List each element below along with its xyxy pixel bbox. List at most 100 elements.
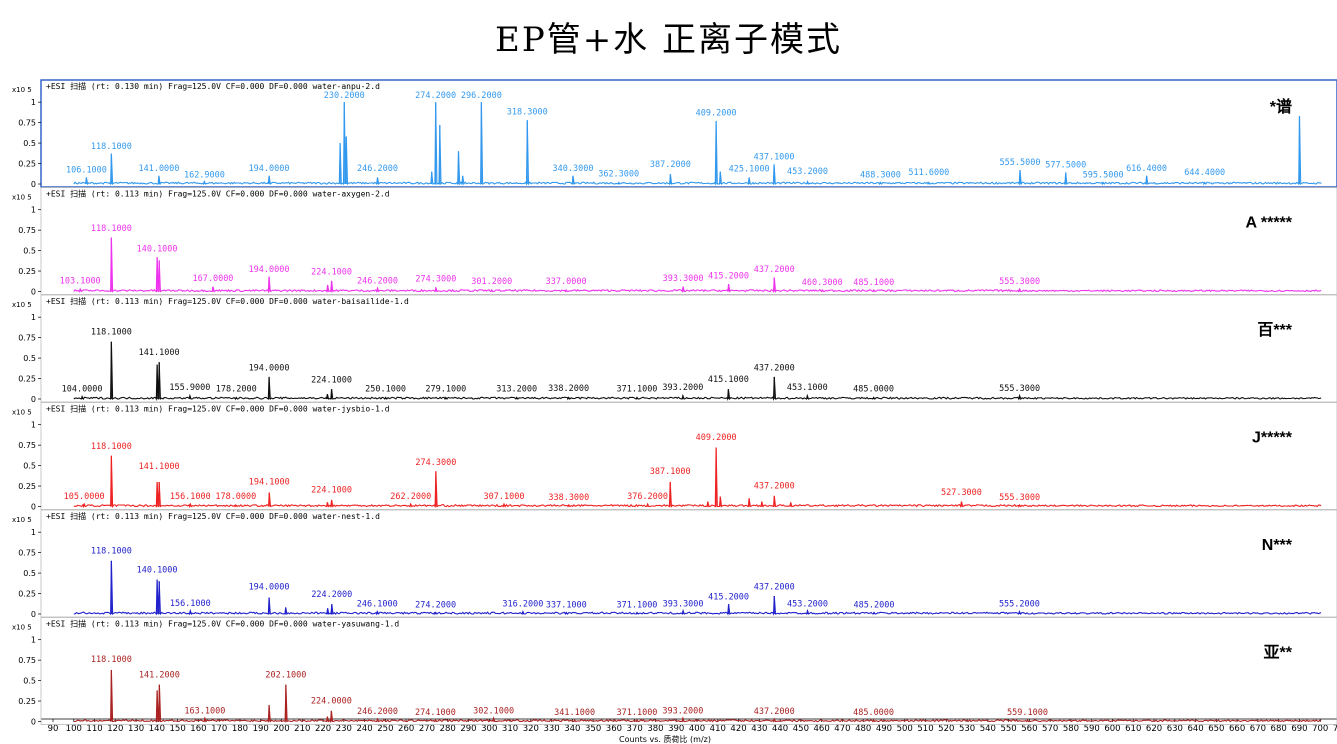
panel-frame bbox=[40, 79, 1337, 188]
peak-label: 415.2000 bbox=[708, 271, 749, 281]
peak-label: 387.2000 bbox=[650, 160, 691, 170]
y-tick-label: 1 bbox=[31, 636, 36, 645]
peak-label: 274.3000 bbox=[415, 275, 456, 285]
peak-label: 307.1000 bbox=[484, 492, 525, 502]
peak-label: 104.0000 bbox=[62, 385, 103, 395]
y-tick-label: 0.75 bbox=[18, 549, 36, 558]
peak-label: 246.1000 bbox=[357, 600, 398, 610]
y-tick-label: 0.5 bbox=[23, 462, 36, 471]
y-tick-label: 0.75 bbox=[18, 656, 36, 665]
x-tick-label: 210 bbox=[294, 724, 310, 734]
peak-label: 485.1000 bbox=[853, 278, 894, 288]
peak-label: 485.2000 bbox=[854, 600, 895, 610]
panel-header: +ESI 扫描 (rt: 0.113 min) Frag=125.0V CF=0… bbox=[46, 619, 399, 629]
peak-label: 415.2000 bbox=[708, 592, 749, 602]
x-tick-label: 290 bbox=[460, 724, 476, 734]
x-axis: 90 100 110 120 130 140 150 160 170 180 190 200 210 22… bbox=[41, 718, 1337, 744]
x-tick-label: 660 bbox=[1229, 724, 1245, 734]
spectrum-series bbox=[73, 560, 1322, 616]
panel-header: +ESI 扫描 (rt: 0.113 min) Frag=125.0V CF=0… bbox=[46, 404, 390, 414]
peak-label: 488.3000 bbox=[860, 170, 901, 180]
y-tick-label: 0 bbox=[31, 180, 36, 189]
panel-header: +ESI 扫描 (rt: 0.113 min) Frag=125.0V CF=0… bbox=[46, 296, 409, 306]
x-tick-label: 110 bbox=[86, 724, 102, 734]
x-tick-label: 160 bbox=[190, 724, 206, 734]
x-tick-label: 630 bbox=[1167, 724, 1183, 734]
peak-label: 118.1000 bbox=[91, 224, 132, 234]
x-tick-label: 700 bbox=[1312, 724, 1328, 734]
y-tick-label: 0 bbox=[31, 718, 36, 727]
peak-label: 453.2000 bbox=[787, 600, 828, 610]
panel-frame bbox=[40, 509, 1337, 618]
peak-label: 246.2000 bbox=[357, 164, 398, 174]
y-tick-label: 0 bbox=[31, 288, 36, 297]
x-tick-label: 670 bbox=[1250, 724, 1266, 734]
x-tick-label: 380 bbox=[647, 724, 663, 734]
x-tick-label: 400 bbox=[689, 724, 705, 734]
y-tick-label: 0 bbox=[31, 610, 36, 619]
x-tick-label: 150 bbox=[170, 724, 186, 734]
x-tick-label: 180 bbox=[232, 724, 248, 734]
peak-label: 274.2000 bbox=[415, 600, 456, 610]
y-tick-label: 0.5 bbox=[23, 569, 36, 578]
peak-label: 555.2000 bbox=[999, 600, 1040, 610]
peak-label: 156.1000 bbox=[170, 599, 211, 609]
peak-label: 409.2000 bbox=[696, 433, 737, 443]
x-tick-label: 200 bbox=[273, 724, 289, 734]
x-tick-label: 490 bbox=[876, 724, 892, 734]
y-tick-label: 0.5 bbox=[23, 139, 36, 148]
peak-label: 194.0000 bbox=[249, 265, 290, 275]
peak-label: 279.1000 bbox=[425, 385, 466, 395]
peak-label: 387.1000 bbox=[650, 467, 691, 477]
peak-label: 118.1000 bbox=[91, 142, 132, 152]
y-tick-label: 0.25 bbox=[18, 697, 36, 706]
peak-label: 425.1000 bbox=[729, 165, 770, 175]
x-tick-label: 610 bbox=[1125, 724, 1141, 734]
x-tick-label: 460 bbox=[814, 724, 830, 734]
peak-label: 246.2000 bbox=[357, 707, 398, 717]
peak-label: 409.2000 bbox=[696, 108, 737, 118]
peak-label: 141.1000 bbox=[139, 348, 180, 358]
peak-label: 555.3000 bbox=[999, 384, 1040, 394]
x-tick-label: 430 bbox=[751, 724, 767, 734]
x-axis-label: Counts vs. 质荷比 (m/z) bbox=[619, 734, 711, 744]
peak-label: 338.2000 bbox=[548, 384, 589, 394]
peak-label: 371.1000 bbox=[616, 600, 657, 610]
peak-label: 167.0000 bbox=[192, 274, 233, 284]
x-tick-label: 140 bbox=[149, 724, 165, 734]
peak-label: 162.9000 bbox=[184, 170, 225, 180]
x-tick-label: 590 bbox=[1084, 724, 1100, 734]
x-tick-label: 190 bbox=[253, 724, 269, 734]
y-tick-label: 1 bbox=[31, 528, 36, 537]
peak-label: 274.1000 bbox=[415, 708, 456, 718]
peak-label: 393.2000 bbox=[662, 383, 703, 393]
y-tick-label: 0.25 bbox=[18, 482, 36, 491]
peak-label: 415.1000 bbox=[708, 375, 749, 385]
peak-label: 644.4000 bbox=[1184, 168, 1225, 178]
x-tick-label: 550 bbox=[1000, 724, 1016, 734]
x-tick-label: 540 bbox=[980, 724, 996, 734]
x-tick-label: 510 bbox=[917, 724, 933, 734]
y-tick-label: 0 bbox=[31, 395, 36, 404]
y-tick-label: 0.25 bbox=[18, 590, 36, 599]
x-tick-label: 530 bbox=[959, 724, 975, 734]
peak-label: 511.6000 bbox=[908, 168, 949, 178]
x-tick-label: 340 bbox=[564, 724, 580, 734]
panel-header: +ESI 扫描 (rt: 0.113 min) Frag=125.0V CF=0… bbox=[46, 189, 390, 199]
peak-label: 103.1000 bbox=[60, 276, 101, 286]
peak-label: 302.1000 bbox=[473, 706, 514, 716]
panel-header: +ESI 扫描 (rt: 0.130 min) Frag=125.0V CF=0… bbox=[46, 81, 380, 91]
peak-label: 194.0000 bbox=[249, 363, 290, 373]
x-tick-label: 130 bbox=[128, 724, 144, 734]
x-tick-label: 270 bbox=[419, 724, 435, 734]
spectrum-series bbox=[73, 447, 1322, 509]
peak-label: 106.1000 bbox=[66, 166, 107, 176]
peak-label: 194.0000 bbox=[249, 582, 290, 592]
y-tick-label: 0 bbox=[31, 503, 36, 512]
peak-label: 527.3000 bbox=[941, 488, 982, 498]
x-tick-label: 500 bbox=[897, 724, 913, 734]
peak-label: 202.1000 bbox=[265, 670, 306, 680]
peak-label: 371.1000 bbox=[616, 385, 657, 395]
quality-rating: *谱 bbox=[1270, 97, 1292, 116]
peak-label: 460.3000 bbox=[802, 278, 843, 288]
